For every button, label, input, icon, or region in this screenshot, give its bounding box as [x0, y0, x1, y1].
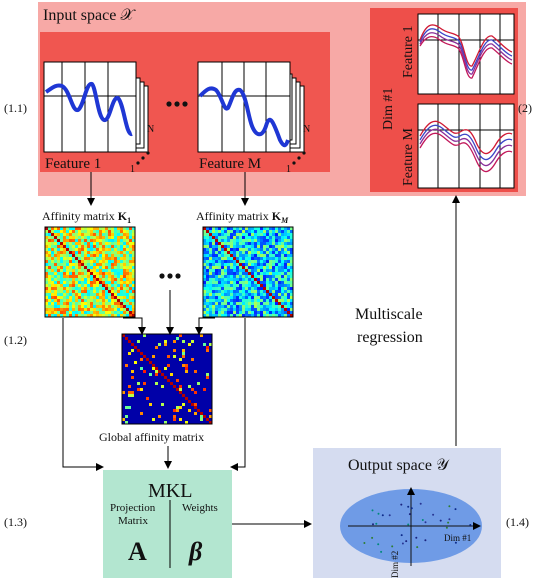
stack-m-1-label: 1 [286, 164, 291, 175]
step-1-4: (1.4) [506, 515, 529, 529]
feature-m-curve [198, 86, 290, 148]
stack-dots-1 [136, 151, 150, 165]
right-featurem-label: Feature M [401, 128, 416, 186]
multiscale-label: Multiscale [355, 306, 423, 323]
step-1-3: (1.3) [4, 515, 27, 529]
regressed-feature-1-plot [417, 13, 515, 95]
output-dim1-label: Dim #1 [444, 533, 471, 543]
projection-matrix-label: Projection Matrix [110, 502, 158, 527]
input-space-title: Input space 𝒳 [43, 7, 136, 24]
arrows [62, 172, 460, 528]
output-dim2-label: Dim #2 [390, 551, 400, 578]
affinity-k1-label: Affinity matrix K1 [42, 209, 131, 225]
feature-1-label: Feature 1 [45, 156, 101, 172]
stack-m-n-label: N [303, 124, 310, 135]
affinity-km-label: Affinity matrix KM [196, 209, 289, 225]
global-affinity-label: Global affinity matrix [99, 430, 204, 444]
step-1-1: (1.1) [4, 101, 27, 115]
feature-1-curve [44, 82, 134, 137]
stack-dots-m [292, 151, 306, 165]
feature-m-stack [197, 61, 305, 153]
regression-label: regression [357, 329, 423, 346]
mkl-box [103, 470, 232, 578]
step-2: (2) [518, 101, 532, 115]
weights-label: Weights [182, 502, 218, 514]
projection-line-2: Matrix [118, 515, 148, 527]
feature-1-stack [43, 61, 149, 153]
features-ellipsis [166, 101, 188, 107]
mkl-title: MKL [148, 480, 192, 502]
stack-n-label: N [147, 124, 154, 135]
output-space-title: Output space 𝒴 [348, 457, 450, 474]
regressed-feature-m-plot [417, 103, 515, 189]
right-dim1-label: Dim #1 [381, 88, 396, 130]
right-feature1-label: Feature 1 [401, 26, 416, 78]
feature-m-label: Feature M [199, 156, 261, 172]
global-affinity-matrix [121, 333, 213, 425]
output-scatter [363, 502, 472, 553]
projection-line-1: Projection [110, 502, 156, 514]
stack-1-label: 1 [130, 164, 135, 175]
mkl-beta: β [188, 537, 203, 566]
mkl-a: A [128, 537, 147, 566]
affinity-matrix-km [202, 226, 294, 318]
step-1-2: (1.2) [4, 333, 27, 347]
affinity-matrix-k1 [44, 226, 136, 318]
matrices-ellipsis [159, 273, 181, 279]
